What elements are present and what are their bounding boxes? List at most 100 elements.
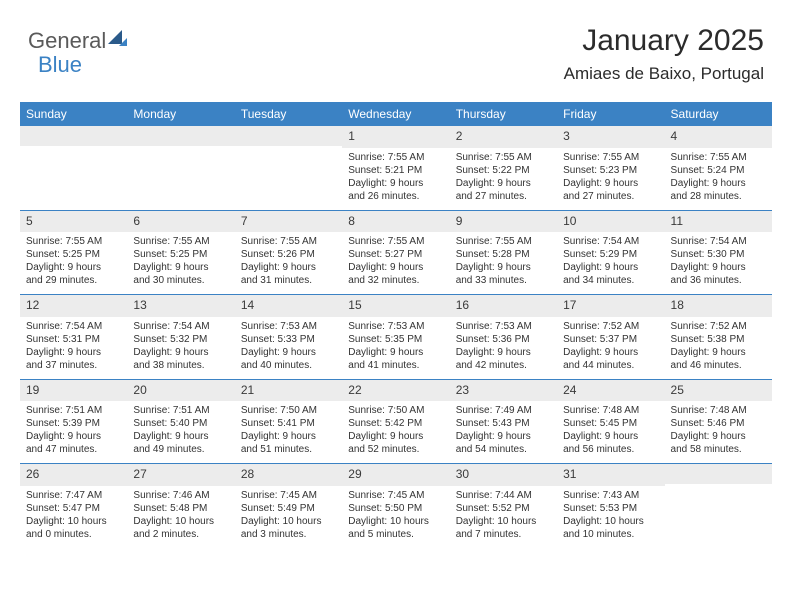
day-number: 23	[450, 380, 557, 402]
day-number: 5	[20, 211, 127, 233]
calendar-cell: 24Sunrise: 7:48 AMSunset: 5:45 PMDayligh…	[557, 380, 664, 464]
calendar-cell: 1Sunrise: 7:55 AMSunset: 5:21 PMDaylight…	[342, 126, 449, 210]
day-details: Sunrise: 7:50 AMSunset: 5:42 PMDaylight:…	[342, 401, 449, 463]
logo-triangle-icon	[119, 38, 127, 46]
day-number	[127, 126, 234, 146]
calendar-cell: 18Sunrise: 7:52 AMSunset: 5:38 PMDayligh…	[665, 295, 772, 379]
weekday-header: SundayMondayTuesdayWednesdayThursdayFrid…	[20, 102, 772, 126]
calendar-cell: 16Sunrise: 7:53 AMSunset: 5:36 PMDayligh…	[450, 295, 557, 379]
day-details: Sunrise: 7:55 AMSunset: 5:22 PMDaylight:…	[450, 148, 557, 210]
day-number: 13	[127, 295, 234, 317]
day-details: Sunrise: 7:55 AMSunset: 5:28 PMDaylight:…	[450, 232, 557, 294]
day-number: 12	[20, 295, 127, 317]
calendar-cell: 19Sunrise: 7:51 AMSunset: 5:39 PMDayligh…	[20, 380, 127, 464]
day-number: 30	[450, 464, 557, 486]
weekday-label: Wednesday	[342, 102, 449, 126]
page-title: January 2025	[564, 24, 764, 58]
day-number: 9	[450, 211, 557, 233]
day-number: 29	[342, 464, 449, 486]
weekday-label: Sunday	[20, 102, 127, 126]
calendar-cell: 26Sunrise: 7:47 AMSunset: 5:47 PMDayligh…	[20, 464, 127, 548]
day-number: 24	[557, 380, 664, 402]
day-details: Sunrise: 7:45 AMSunset: 5:49 PMDaylight:…	[235, 486, 342, 548]
day-number: 20	[127, 380, 234, 402]
calendar-cell: 23Sunrise: 7:49 AMSunset: 5:43 PMDayligh…	[450, 380, 557, 464]
day-number: 3	[557, 126, 664, 148]
day-details: Sunrise: 7:44 AMSunset: 5:52 PMDaylight:…	[450, 486, 557, 548]
day-details: Sunrise: 7:52 AMSunset: 5:37 PMDaylight:…	[557, 317, 664, 379]
calendar-cell: 22Sunrise: 7:50 AMSunset: 5:42 PMDayligh…	[342, 380, 449, 464]
day-number: 16	[450, 295, 557, 317]
day-number: 6	[127, 211, 234, 233]
calendar-cell: 8Sunrise: 7:55 AMSunset: 5:27 PMDaylight…	[342, 211, 449, 295]
calendar-cell: 17Sunrise: 7:52 AMSunset: 5:37 PMDayligh…	[557, 295, 664, 379]
calendar-cell: 9Sunrise: 7:55 AMSunset: 5:28 PMDaylight…	[450, 211, 557, 295]
location: Amiaes de Baixo, Portugal	[564, 64, 764, 84]
calendar-cell: 20Sunrise: 7:51 AMSunset: 5:40 PMDayligh…	[127, 380, 234, 464]
calendar-cell: 7Sunrise: 7:55 AMSunset: 5:26 PMDaylight…	[235, 211, 342, 295]
weekday-label: Monday	[127, 102, 234, 126]
day-number: 21	[235, 380, 342, 402]
logo-text-2: Blue	[38, 52, 82, 78]
calendar-cell: 29Sunrise: 7:45 AMSunset: 5:50 PMDayligh…	[342, 464, 449, 548]
calendar-cell: 28Sunrise: 7:45 AMSunset: 5:49 PMDayligh…	[235, 464, 342, 548]
calendar-cell	[127, 126, 234, 210]
calendar-cell	[665, 464, 772, 548]
day-number: 7	[235, 211, 342, 233]
day-details: Sunrise: 7:55 AMSunset: 5:24 PMDaylight:…	[665, 148, 772, 210]
calendar-cell: 5Sunrise: 7:55 AMSunset: 5:25 PMDaylight…	[20, 211, 127, 295]
calendar-week: 12Sunrise: 7:54 AMSunset: 5:31 PMDayligh…	[20, 294, 772, 379]
weekday-label: Saturday	[665, 102, 772, 126]
calendar-cell: 11Sunrise: 7:54 AMSunset: 5:30 PMDayligh…	[665, 211, 772, 295]
day-number: 27	[127, 464, 234, 486]
day-number: 31	[557, 464, 664, 486]
calendar-cell: 21Sunrise: 7:50 AMSunset: 5:41 PMDayligh…	[235, 380, 342, 464]
day-details: Sunrise: 7:45 AMSunset: 5:50 PMDaylight:…	[342, 486, 449, 548]
calendar-week: 5Sunrise: 7:55 AMSunset: 5:25 PMDaylight…	[20, 210, 772, 295]
day-number: 28	[235, 464, 342, 486]
day-details: Sunrise: 7:48 AMSunset: 5:46 PMDaylight:…	[665, 401, 772, 463]
weekday-label: Thursday	[450, 102, 557, 126]
day-number: 4	[665, 126, 772, 148]
day-details: Sunrise: 7:54 AMSunset: 5:31 PMDaylight:…	[20, 317, 127, 379]
calendar-body: 1Sunrise: 7:55 AMSunset: 5:21 PMDaylight…	[20, 126, 772, 548]
calendar-cell: 15Sunrise: 7:53 AMSunset: 5:35 PMDayligh…	[342, 295, 449, 379]
calendar-cell: 3Sunrise: 7:55 AMSunset: 5:23 PMDaylight…	[557, 126, 664, 210]
day-details: Sunrise: 7:53 AMSunset: 5:33 PMDaylight:…	[235, 317, 342, 379]
calendar-cell: 10Sunrise: 7:54 AMSunset: 5:29 PMDayligh…	[557, 211, 664, 295]
day-details: Sunrise: 7:48 AMSunset: 5:45 PMDaylight:…	[557, 401, 664, 463]
day-details: Sunrise: 7:51 AMSunset: 5:39 PMDaylight:…	[20, 401, 127, 463]
calendar-cell	[20, 126, 127, 210]
day-details: Sunrise: 7:55 AMSunset: 5:21 PMDaylight:…	[342, 148, 449, 210]
day-details: Sunrise: 7:47 AMSunset: 5:47 PMDaylight:…	[20, 486, 127, 548]
day-details: Sunrise: 7:55 AMSunset: 5:26 PMDaylight:…	[235, 232, 342, 294]
logo-text-1: General	[28, 28, 106, 54]
day-number	[20, 126, 127, 146]
calendar-cell: 4Sunrise: 7:55 AMSunset: 5:24 PMDaylight…	[665, 126, 772, 210]
day-number: 17	[557, 295, 664, 317]
day-details: Sunrise: 7:50 AMSunset: 5:41 PMDaylight:…	[235, 401, 342, 463]
calendar-cell: 31Sunrise: 7:43 AMSunset: 5:53 PMDayligh…	[557, 464, 664, 548]
day-number: 19	[20, 380, 127, 402]
day-details: Sunrise: 7:55 AMSunset: 5:25 PMDaylight:…	[127, 232, 234, 294]
day-number: 14	[235, 295, 342, 317]
day-number: 25	[665, 380, 772, 402]
day-details: Sunrise: 7:55 AMSunset: 5:27 PMDaylight:…	[342, 232, 449, 294]
day-number: 22	[342, 380, 449, 402]
day-number: 1	[342, 126, 449, 148]
day-number: 15	[342, 295, 449, 317]
day-number: 8	[342, 211, 449, 233]
calendar-cell: 14Sunrise: 7:53 AMSunset: 5:33 PMDayligh…	[235, 295, 342, 379]
weekday-label: Friday	[557, 102, 664, 126]
calendar-cell: 25Sunrise: 7:48 AMSunset: 5:46 PMDayligh…	[665, 380, 772, 464]
day-details: Sunrise: 7:54 AMSunset: 5:29 PMDaylight:…	[557, 232, 664, 294]
day-details: Sunrise: 7:55 AMSunset: 5:25 PMDaylight:…	[20, 232, 127, 294]
day-number: 2	[450, 126, 557, 148]
calendar-cell: 13Sunrise: 7:54 AMSunset: 5:32 PMDayligh…	[127, 295, 234, 379]
day-number: 18	[665, 295, 772, 317]
day-number: 26	[20, 464, 127, 486]
day-details: Sunrise: 7:49 AMSunset: 5:43 PMDaylight:…	[450, 401, 557, 463]
day-details: Sunrise: 7:54 AMSunset: 5:32 PMDaylight:…	[127, 317, 234, 379]
day-details: Sunrise: 7:54 AMSunset: 5:30 PMDaylight:…	[665, 232, 772, 294]
day-details: Sunrise: 7:52 AMSunset: 5:38 PMDaylight:…	[665, 317, 772, 379]
